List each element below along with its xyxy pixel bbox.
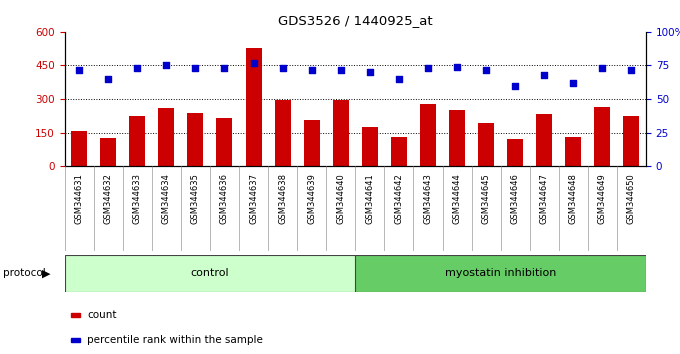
Bar — [304, 120, 320, 166]
Point — [73, 67, 84, 72]
Point — [277, 65, 288, 71]
Text: GSM344635: GSM344635 — [191, 173, 200, 224]
Text: GSM344649: GSM344649 — [598, 173, 607, 224]
Bar — [391, 137, 407, 166]
Point — [132, 65, 143, 71]
Text: GSM344642: GSM344642 — [394, 173, 403, 224]
Bar — [478, 123, 494, 166]
Text: GDS3526 / 1440925_at: GDS3526 / 1440925_at — [278, 14, 432, 27]
Point — [161, 63, 172, 68]
Text: GSM344650: GSM344650 — [627, 173, 636, 224]
Text: GSM344632: GSM344632 — [104, 173, 113, 224]
Bar — [420, 104, 436, 166]
Text: GSM344645: GSM344645 — [481, 173, 490, 224]
Bar — [333, 100, 349, 166]
Point — [306, 67, 317, 72]
Point — [568, 80, 579, 86]
Bar — [158, 108, 174, 166]
Point — [394, 76, 405, 82]
Point — [219, 65, 230, 71]
Text: GSM344634: GSM344634 — [162, 173, 171, 224]
Text: GSM344648: GSM344648 — [569, 173, 578, 224]
Bar — [565, 137, 581, 166]
Text: GSM344641: GSM344641 — [365, 173, 374, 224]
Text: GSM344647: GSM344647 — [540, 173, 549, 224]
Text: GSM344631: GSM344631 — [75, 173, 84, 224]
Bar — [65, 255, 355, 292]
Text: GSM344638: GSM344638 — [278, 173, 287, 224]
Bar — [216, 118, 233, 166]
Text: GSM344639: GSM344639 — [307, 173, 316, 224]
Text: GSM344636: GSM344636 — [220, 173, 229, 224]
Text: GSM344646: GSM344646 — [511, 173, 520, 224]
Bar — [355, 255, 646, 292]
Point — [335, 67, 346, 72]
Text: count: count — [87, 310, 116, 320]
Point — [103, 76, 114, 82]
Bar — [507, 139, 523, 166]
Text: control: control — [190, 268, 229, 279]
Bar — [624, 116, 639, 166]
Bar — [449, 110, 465, 166]
Point — [422, 65, 433, 71]
Bar — [594, 107, 611, 166]
Bar — [100, 138, 116, 166]
Text: ▶: ▶ — [42, 268, 50, 279]
Bar — [129, 116, 146, 166]
Text: GSM344644: GSM344644 — [453, 173, 462, 224]
Text: GSM344633: GSM344633 — [133, 173, 141, 224]
Bar — [537, 114, 552, 166]
Point — [364, 69, 375, 75]
Bar — [71, 131, 87, 166]
Point — [190, 65, 201, 71]
Text: protocol: protocol — [3, 268, 46, 279]
Bar — [362, 127, 378, 166]
Text: GSM344640: GSM344640 — [337, 173, 345, 224]
Text: myostatin inhibition: myostatin inhibition — [445, 268, 556, 279]
Bar — [245, 47, 262, 166]
Text: percentile rank within the sample: percentile rank within the sample — [87, 335, 263, 345]
Point — [597, 65, 608, 71]
Point — [626, 67, 637, 72]
Bar — [188, 113, 203, 166]
Point — [248, 60, 259, 65]
Point — [452, 64, 462, 70]
Point — [539, 72, 549, 78]
Text: GSM344637: GSM344637 — [249, 173, 258, 224]
Point — [481, 67, 492, 72]
Text: GSM344643: GSM344643 — [424, 173, 432, 224]
Bar — [275, 100, 290, 166]
Point — [510, 83, 521, 88]
